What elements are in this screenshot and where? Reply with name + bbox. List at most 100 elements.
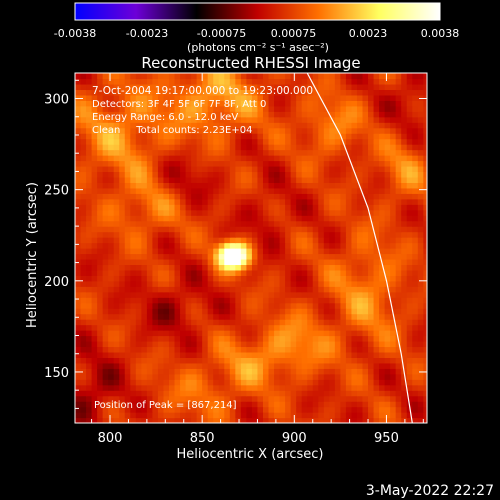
heatmap-cell <box>301 330 308 337</box>
heatmap-cell <box>345 319 353 326</box>
heatmap-cell <box>213 187 220 194</box>
heatmap-cell <box>80 346 87 353</box>
heatmap-cell <box>368 100 375 107</box>
heatmap-cell <box>135 226 142 233</box>
heatmap-cell <box>351 220 358 227</box>
heatmap-cell <box>268 94 275 101</box>
heatmap-cell <box>97 384 104 391</box>
heatmap-cell <box>417 330 424 337</box>
heatmap-cell <box>180 127 187 134</box>
heatmap-cell <box>417 308 424 315</box>
heatmap-cell <box>235 220 242 227</box>
heatmap-cell <box>163 335 170 342</box>
heatmap-cell <box>146 209 153 216</box>
heatmap-cell <box>412 280 419 287</box>
heatmap-cell <box>108 160 115 167</box>
heatmap-cell <box>235 94 242 101</box>
heatmap-cell <box>329 390 336 397</box>
heatmap-cell <box>75 384 82 391</box>
heatmap-cell <box>152 144 159 151</box>
heatmap-cell <box>119 313 126 320</box>
heatmap-cell <box>130 105 137 112</box>
heatmap-cell <box>202 379 209 386</box>
heatmap-cell <box>279 324 286 331</box>
heatmap-cell <box>373 308 380 315</box>
heatmap-cell <box>146 83 153 91</box>
heatmap-cell <box>290 116 297 123</box>
heatmap-cell <box>141 351 148 358</box>
heatmap-cell <box>229 335 236 342</box>
heatmap-cell <box>268 395 275 402</box>
heatmap-cell <box>251 297 259 304</box>
heatmap-cell <box>417 346 424 353</box>
heatmap-cell <box>224 187 231 194</box>
heatmap-cell <box>246 269 253 276</box>
heatmap-cell <box>191 264 198 271</box>
heatmap-cell <box>251 155 259 162</box>
heatmap-cell <box>240 149 247 156</box>
heatmap-cell <box>102 176 109 183</box>
heatmap-cell <box>97 215 104 222</box>
heatmap-cell <box>86 417 93 423</box>
heatmap-cell <box>119 242 126 249</box>
heatmap-cell <box>113 390 120 397</box>
heatmap-cell <box>296 111 303 118</box>
heatmap-cell <box>113 286 120 293</box>
heatmap-cell <box>108 340 115 348</box>
heatmap-cell <box>196 253 203 260</box>
heatmap-cell <box>384 231 391 238</box>
heatmap-cell <box>323 160 330 167</box>
heatmap-cell <box>119 105 126 112</box>
heatmap-cell <box>412 286 419 293</box>
heatmap-cell <box>417 204 424 211</box>
heatmap-cell <box>356 324 364 331</box>
heatmap-cell <box>373 209 380 216</box>
heatmap-cell <box>80 165 87 173</box>
heatmap-cell <box>373 286 380 293</box>
heatmap-cell <box>86 165 93 173</box>
heatmap-cell <box>185 253 192 260</box>
heatmap-cell <box>191 231 198 238</box>
heatmap-cell <box>119 340 126 348</box>
heatmap-cell <box>102 83 109 91</box>
heatmap-cell <box>362 182 369 189</box>
heatmap-cell <box>251 89 259 96</box>
heatmap-cell <box>196 242 203 249</box>
heatmap-cell <box>235 319 242 326</box>
heatmap-cell <box>423 373 427 380</box>
heatmap-cell <box>296 379 303 386</box>
heatmap-cell <box>312 324 319 331</box>
heatmap-cell <box>274 319 281 326</box>
heatmap-cell <box>318 182 325 189</box>
heatmap-cell <box>356 127 364 134</box>
heatmap-cell <box>108 269 115 276</box>
heatmap-cell <box>130 122 137 129</box>
heatmap-cell <box>174 105 181 112</box>
heatmap-cell <box>307 319 314 326</box>
heatmap-cell <box>268 182 275 189</box>
heatmap-cell <box>224 248 231 255</box>
heatmap-cell <box>185 220 192 227</box>
heatmap-cell <box>202 417 209 423</box>
heatmap-cell <box>390 291 397 298</box>
heatmap-cell <box>124 94 131 101</box>
heatmap-cell <box>207 291 214 298</box>
heatmap-cell <box>351 357 358 364</box>
heatmap-cell <box>351 253 358 260</box>
heatmap-cell <box>356 335 364 342</box>
heatmap-cell <box>395 258 402 266</box>
heatmap-cell <box>207 362 214 369</box>
heatmap-cell <box>168 220 176 227</box>
heatmap-cell <box>75 105 82 112</box>
heatmap-cell <box>296 286 303 293</box>
heatmap-cell <box>152 73 159 80</box>
heatmap-cell <box>417 165 424 173</box>
heatmap-cell <box>318 165 325 173</box>
heatmap-cell <box>345 291 353 298</box>
heatmap-cell <box>207 346 214 353</box>
heatmap-cell <box>168 89 176 96</box>
heatmap-cell <box>218 253 225 260</box>
heatmap-cell <box>395 144 402 151</box>
heatmap-cell <box>102 215 109 222</box>
heatmap-cell <box>119 248 126 255</box>
